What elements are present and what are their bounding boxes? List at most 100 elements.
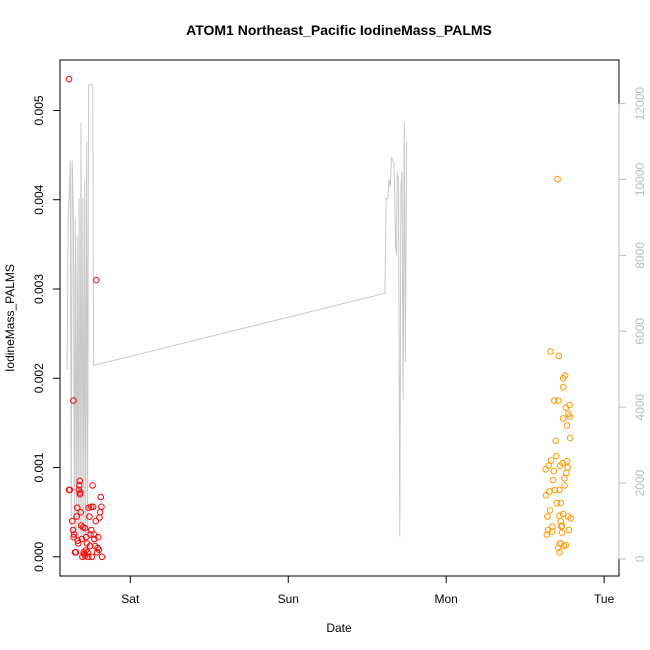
data-point bbox=[549, 523, 556, 530]
data-point bbox=[69, 517, 76, 525]
data-point bbox=[549, 476, 557, 484]
data-point bbox=[74, 540, 82, 547]
data-point bbox=[554, 397, 562, 404]
data-point bbox=[545, 462, 553, 470]
y-tick-label: 0.005 bbox=[32, 95, 46, 125]
points-layer bbox=[65, 75, 575, 561]
y-tick-label: 0.002 bbox=[32, 363, 46, 393]
data-point bbox=[557, 499, 565, 507]
data-point bbox=[555, 352, 563, 360]
data-point bbox=[78, 535, 86, 543]
data-point bbox=[553, 452, 560, 460]
data-point bbox=[81, 524, 89, 532]
data-point bbox=[84, 549, 91, 556]
data-point bbox=[69, 526, 77, 534]
data-point bbox=[550, 467, 558, 475]
data-point bbox=[556, 549, 563, 556]
chart-title: ATOM1 Northeast_Pacific IodineMass_PALMS bbox=[186, 22, 492, 38]
data-point bbox=[565, 526, 573, 534]
data-point bbox=[94, 544, 101, 552]
data-point bbox=[543, 531, 551, 538]
x-axis-label: Date bbox=[326, 621, 352, 635]
data-point bbox=[547, 348, 554, 355]
data-point bbox=[546, 507, 554, 514]
data-point bbox=[563, 422, 571, 429]
data-point bbox=[566, 401, 573, 409]
data-point bbox=[547, 457, 555, 464]
y-tick-label: 0.000 bbox=[32, 541, 46, 571]
data-point bbox=[76, 491, 84, 498]
data-point bbox=[552, 437, 560, 445]
data-point bbox=[88, 553, 96, 561]
data-point bbox=[91, 535, 98, 543]
y2-tick-label: 8000 bbox=[633, 242, 647, 269]
data-point bbox=[76, 482, 83, 489]
data-point bbox=[89, 503, 97, 511]
data-point bbox=[76, 477, 83, 485]
data-point bbox=[559, 383, 567, 391]
data-point bbox=[544, 526, 552, 534]
data-point bbox=[96, 508, 104, 516]
data-point bbox=[556, 486, 563, 494]
x-tick-label: Sat bbox=[121, 592, 140, 606]
data-point bbox=[558, 522, 566, 529]
data-point bbox=[88, 503, 95, 511]
y2-tick-label: 6000 bbox=[633, 318, 647, 345]
data-point bbox=[74, 537, 81, 545]
data-point bbox=[562, 541, 570, 549]
y2-tick-label: 12000 bbox=[633, 87, 647, 121]
data-point bbox=[559, 375, 567, 382]
plot-frame bbox=[59, 59, 620, 577]
y2-tick-label: 4000 bbox=[633, 393, 647, 420]
data-point bbox=[544, 513, 551, 520]
data-point bbox=[73, 504, 81, 512]
data-point bbox=[559, 459, 566, 467]
data-point bbox=[566, 434, 574, 442]
data-point bbox=[565, 410, 572, 418]
data-point bbox=[563, 458, 571, 465]
data-point bbox=[86, 513, 93, 520]
data-point bbox=[92, 517, 99, 525]
data-point bbox=[559, 415, 567, 422]
data-point bbox=[95, 546, 103, 554]
data-point bbox=[87, 531, 94, 538]
altitude-line bbox=[66, 84, 408, 541]
data-point bbox=[65, 75, 73, 83]
x-tick-label: Sun bbox=[278, 592, 299, 606]
data-point bbox=[559, 510, 567, 518]
y-tick-label: 0.001 bbox=[32, 452, 46, 482]
y-axis-left: 0.000 0.001 0.002 0.003 0.004 0.005 bbox=[32, 95, 61, 572]
data-point bbox=[70, 397, 77, 404]
data-point bbox=[70, 533, 77, 541]
data-point bbox=[98, 503, 105, 511]
data-point bbox=[82, 547, 89, 554]
data-point bbox=[561, 474, 568, 482]
altitude-line-layer bbox=[66, 84, 408, 541]
x-tick-label: Tue bbox=[594, 592, 615, 606]
y2-tick-label: 0 bbox=[633, 555, 647, 562]
y-tick-label: 0.004 bbox=[32, 184, 46, 214]
data-point bbox=[93, 276, 100, 284]
data-point bbox=[561, 482, 568, 489]
data-point bbox=[96, 514, 103, 521]
data-point bbox=[542, 491, 550, 499]
data-point bbox=[94, 533, 102, 541]
y-axis-label: IodineMass_PALMS bbox=[3, 264, 17, 372]
data-point bbox=[554, 544, 562, 552]
data-point bbox=[567, 515, 575, 522]
data-point bbox=[98, 553, 106, 561]
y2-tick-label: 10000 bbox=[633, 163, 647, 197]
x-tick-label: Mon bbox=[435, 592, 458, 606]
y2-tick-label: 2000 bbox=[633, 469, 647, 496]
data-point bbox=[563, 469, 570, 477]
data-point bbox=[73, 513, 80, 520]
data-point bbox=[546, 488, 553, 495]
data-point bbox=[558, 523, 565, 530]
data-point bbox=[70, 531, 78, 538]
data-point bbox=[97, 493, 105, 501]
data-point bbox=[72, 549, 80, 556]
data-point bbox=[84, 553, 92, 561]
data-point bbox=[77, 508, 84, 516]
data-point bbox=[558, 529, 566, 537]
